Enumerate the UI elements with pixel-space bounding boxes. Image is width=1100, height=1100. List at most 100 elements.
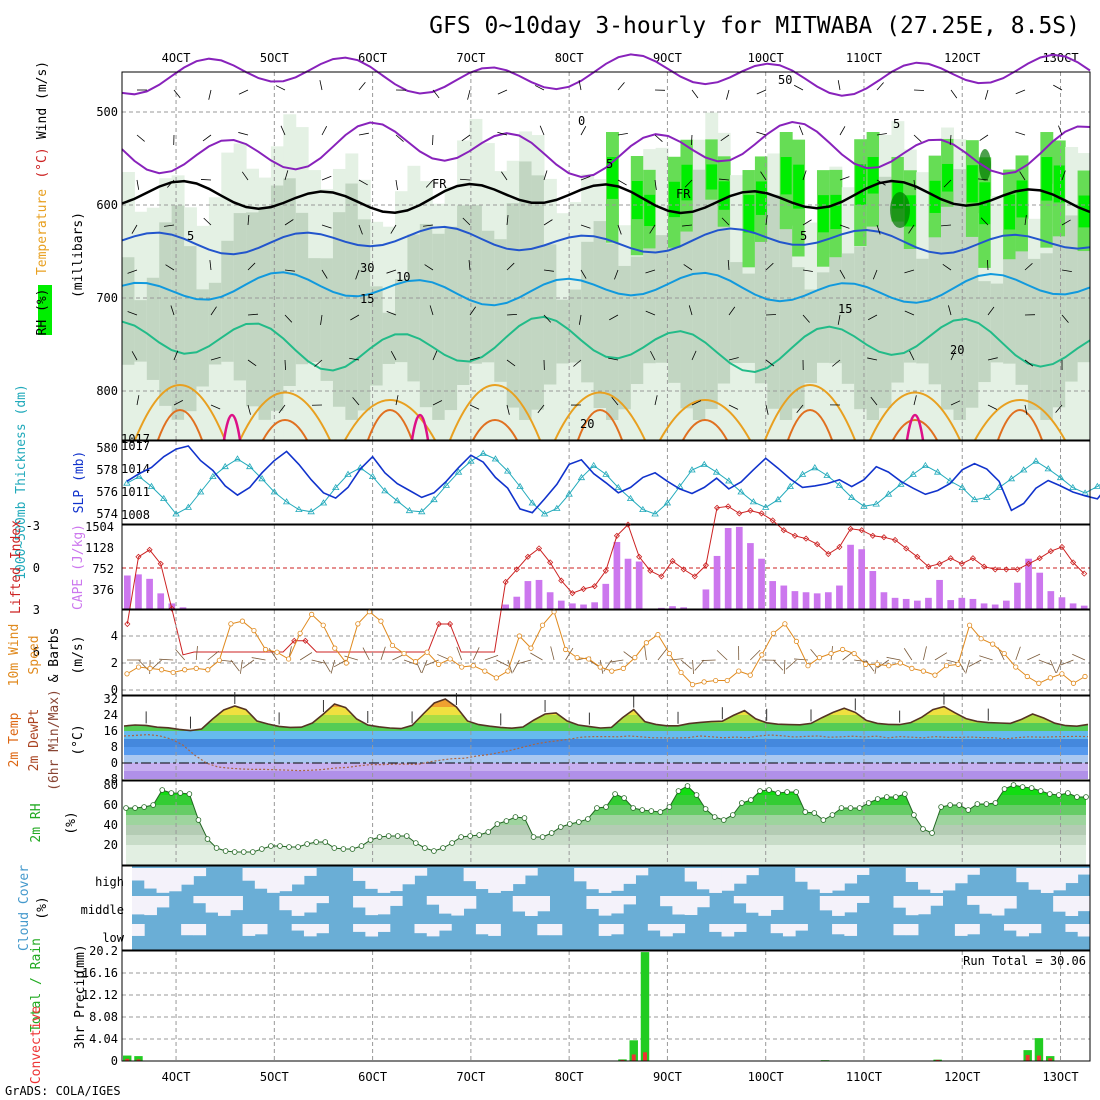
cloud-cover-block xyxy=(967,924,980,935)
cloud-cover-block xyxy=(832,896,845,916)
upper-wind-barb xyxy=(580,224,591,229)
lifted-index-point xyxy=(602,567,609,574)
rh-shade-mid xyxy=(928,220,942,385)
precip-y-tick: 8.08 xyxy=(89,1010,118,1024)
x-tick-label-bottom: 12OCT xyxy=(944,1070,980,1084)
thickness-ylabel: 1000~500mb Thickness (dm) xyxy=(14,384,29,580)
thickness-point xyxy=(663,499,672,506)
upper-wind-barb xyxy=(839,126,846,136)
lifted-index-point xyxy=(535,545,543,552)
upper-wind-barb xyxy=(691,350,697,361)
rh2m-point xyxy=(630,805,636,811)
cape-bar xyxy=(824,592,832,609)
rh2m-point xyxy=(793,789,799,795)
upper-wind-barb xyxy=(284,219,294,226)
upper-wind-barb xyxy=(876,179,886,186)
thickness-point xyxy=(467,457,475,464)
cloud-cover-block xyxy=(132,924,145,936)
wind10-barb xyxy=(207,650,219,661)
thickness-point xyxy=(1007,475,1016,482)
cloud-cover-block xyxy=(254,868,268,889)
cloud-cover-block xyxy=(377,924,391,932)
rh2m-point xyxy=(675,788,682,794)
rh-shade-mid xyxy=(246,212,260,407)
cloud-cover-block xyxy=(365,868,379,889)
wind10-barb xyxy=(854,659,869,663)
cape-bar xyxy=(146,578,153,609)
cloud-cover-block xyxy=(967,896,980,905)
lifted-index-point xyxy=(524,553,531,560)
lifted-index-point xyxy=(658,573,665,580)
cape-bar xyxy=(791,591,799,609)
thickness-point xyxy=(712,468,721,475)
rh2m-point xyxy=(150,802,156,808)
upper-wind-barb xyxy=(390,351,397,361)
upper-wind-barb xyxy=(691,400,702,406)
cape-bar xyxy=(991,604,999,609)
thickness-point xyxy=(909,470,917,477)
rh2m-point xyxy=(539,834,546,840)
cloud-cover-block xyxy=(1065,868,1079,884)
upper-wind-barb xyxy=(432,89,440,99)
wind10-point xyxy=(990,641,996,647)
isotherm-20-arch xyxy=(239,391,331,441)
isotherm-25-arch xyxy=(367,409,413,441)
x-tick-label-bottom: 7OCT xyxy=(456,1070,485,1084)
slp-y-tick: 1008 xyxy=(121,508,150,522)
lifted-index-point xyxy=(157,560,164,567)
cloud-cover-block xyxy=(488,868,501,893)
thickness-point xyxy=(811,464,819,471)
thickness-point xyxy=(233,455,242,462)
upper-wind-barb xyxy=(765,262,774,271)
rh2m-point xyxy=(802,809,809,815)
upper-wind-barb xyxy=(839,269,846,279)
precip-frame xyxy=(121,950,1091,1062)
upper-wind-barb xyxy=(765,359,775,367)
thickness-point xyxy=(504,467,512,474)
cape-bar xyxy=(1080,605,1088,609)
plot-layers: 4OCT 4OCT 5OCT 5OCT 6OCT 6OCT 7OCT 7OCT 8OCT 8OCT… xyxy=(7,51,1100,1084)
rh-shade-mid xyxy=(233,213,247,381)
upper-wind-barb xyxy=(802,219,812,226)
lifted-index-point xyxy=(880,534,888,541)
lifted-y-tick: -3 xyxy=(26,519,40,533)
rh2m-point xyxy=(748,797,754,803)
thickness-frame xyxy=(121,440,1091,525)
rh2m-point xyxy=(1056,792,1062,798)
rh-shade-bright xyxy=(966,165,978,203)
precip-total-bar xyxy=(1034,1038,1044,1061)
upper-wind-barb xyxy=(949,134,952,146)
upper-wind-barb xyxy=(424,264,434,271)
rh-shade-mid xyxy=(320,258,334,381)
cloud-cover-block xyxy=(291,896,305,916)
rh-shade-mid xyxy=(767,194,781,409)
slp-ylabel: SLP (mb) xyxy=(72,451,87,514)
precip-run-total: Run Total = 30.06 xyxy=(963,954,1086,968)
wind10-point xyxy=(320,622,326,628)
rh2m-point xyxy=(657,809,664,815)
wind10-ylabel-1: 10m Wind xyxy=(7,624,22,687)
wind10-point xyxy=(378,618,384,624)
rh2m-point xyxy=(829,812,836,818)
lifted-index-line xyxy=(126,505,1085,656)
lifted-index-point xyxy=(680,566,687,573)
cloud-cover-block xyxy=(905,868,919,882)
wind10-point xyxy=(262,646,269,653)
rh2m-point xyxy=(557,824,564,830)
rh-shade-bright xyxy=(669,181,680,218)
rh2m-point xyxy=(467,833,473,839)
lifted-index-point xyxy=(758,510,765,517)
wind10-point xyxy=(609,668,615,674)
isotherm-20-arch xyxy=(449,384,541,441)
temp-band xyxy=(124,731,1088,739)
upper-wind-barb xyxy=(987,306,995,316)
temp2m-y-tick: 0 xyxy=(111,756,118,770)
cloud-cover-block xyxy=(193,924,207,936)
lifted-index-point xyxy=(969,555,977,562)
upper-wind-barb xyxy=(468,260,471,271)
rh2m-point xyxy=(458,834,464,840)
rh-shade-mid xyxy=(581,241,595,383)
rh-shade-mid xyxy=(370,286,384,386)
rh-shade-mid xyxy=(184,246,197,412)
isotherm-15 xyxy=(121,315,1091,374)
